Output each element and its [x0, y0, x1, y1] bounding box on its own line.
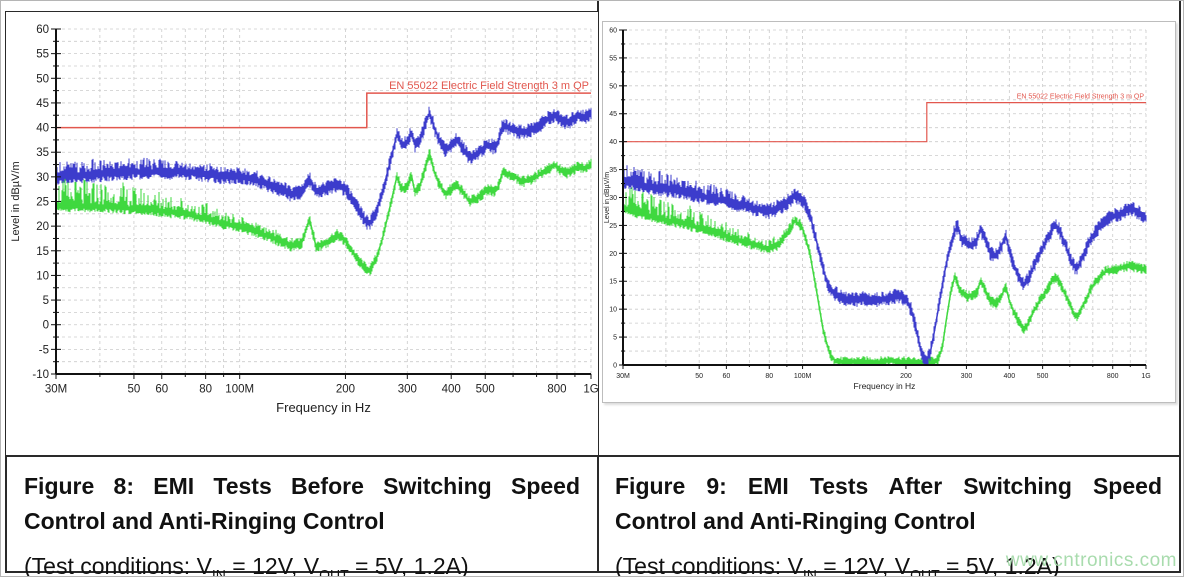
svg-text:40: 40	[609, 139, 617, 146]
svg-text:200: 200	[336, 384, 355, 396]
svg-text:800: 800	[1107, 373, 1119, 380]
svg-text:30: 30	[36, 172, 49, 184]
watermark-text: www.cntronics.com	[1005, 550, 1177, 571]
figure8-emi-chart: EN 55022 Electric Field Strength 3 m QP -…	[10, 24, 598, 415]
figure9-caption: Figure 9: EMI Tests After Switching Spee…	[599, 456, 1179, 577]
svg-text:55: 55	[609, 55, 617, 62]
svg-text:50: 50	[695, 373, 703, 380]
svg-text:400: 400	[442, 384, 461, 396]
svg-text:Level in dBµV/m: Level in dBµV/m	[10, 161, 22, 241]
svg-text:Frequency in Hz: Frequency in Hz	[276, 400, 371, 415]
svg-text:15: 15	[36, 246, 49, 258]
svg-text:0: 0	[613, 362, 617, 369]
figure8-caption-title-line2: Control and Anti-Ringing Control	[24, 508, 385, 534]
figure9-test-conditions: (Test conditions: VIN = 12V, VOUT = 5V, …	[615, 553, 1060, 577]
svg-text:300: 300	[961, 373, 973, 380]
svg-text:55: 55	[36, 49, 49, 61]
table-divider-horizontal	[5, 455, 1181, 457]
figure8-caption: Figure 8: EMI Tests Before Switching Spe…	[7, 456, 597, 577]
svg-text:EN 55022 Electric Field Streng: EN 55022 Electric Field Strength 3 m QP	[1017, 94, 1145, 101]
svg-text:1G: 1G	[1141, 373, 1150, 380]
table-border-bottom	[5, 571, 1181, 573]
svg-text:1G: 1G	[583, 384, 598, 396]
svg-text:30M: 30M	[616, 373, 630, 380]
figure8-chart-panel: EN 55022 Electric Field Strength 3 m QP -…	[6, 12, 598, 455]
svg-text:60: 60	[609, 27, 617, 34]
svg-text:EN 55022 Electric Field Streng: EN 55022 Electric Field Strength 3 m QP	[389, 80, 589, 92]
table-divider-vertical	[597, 1, 599, 573]
svg-text:80: 80	[765, 373, 773, 380]
svg-text:500: 500	[476, 384, 495, 396]
svg-text:45: 45	[36, 98, 49, 110]
svg-text:45: 45	[609, 111, 617, 118]
svg-text:800: 800	[547, 384, 566, 396]
svg-text:25: 25	[36, 197, 49, 209]
svg-text:300: 300	[398, 384, 417, 396]
svg-text:35: 35	[36, 147, 49, 159]
svg-text:40: 40	[36, 123, 49, 135]
svg-text:50: 50	[36, 73, 49, 85]
svg-text:60: 60	[155, 384, 168, 396]
svg-text:5: 5	[43, 295, 49, 307]
svg-text:-5: -5	[39, 344, 49, 356]
table-border-right	[1179, 1, 1181, 573]
figure9-caption-title-line2: Control and Anti-Ringing Control	[615, 508, 976, 534]
svg-text:50: 50	[128, 384, 141, 396]
figure8-test-conditions: (Test conditions: VIN = 12V, VOUT = 5V, …	[24, 553, 469, 577]
svg-text:10: 10	[36, 270, 49, 282]
svg-text:400: 400	[1003, 373, 1015, 380]
svg-text:30M: 30M	[45, 384, 67, 396]
svg-text:10: 10	[609, 307, 617, 314]
figure9-chart-panel: EN 55022 Electric Field Strength 3 m QP 0…	[602, 21, 1176, 403]
figure8-caption-title-line1: Figure 8: EMI Tests Before Switching Spe…	[24, 473, 580, 499]
svg-text:25: 25	[609, 223, 617, 230]
figure8-caption-title: Figure 8: EMI Tests Before Switching Spe…	[24, 469, 580, 539]
svg-text:200: 200	[900, 373, 912, 380]
svg-text:35: 35	[609, 167, 617, 174]
svg-text:60: 60	[36, 24, 49, 36]
svg-text:15: 15	[609, 279, 617, 286]
svg-text:20: 20	[36, 221, 49, 233]
figure9-emi-chart: EN 55022 Electric Field Strength 3 m QP 0…	[604, 27, 1151, 391]
svg-text:30: 30	[609, 195, 617, 202]
svg-text:Level in dBµV/m: Level in dBµV/m	[604, 172, 611, 223]
svg-text:100M: 100M	[225, 384, 254, 396]
svg-text:Frequency in Hz: Frequency in Hz	[854, 381, 916, 391]
svg-text:100M: 100M	[794, 373, 812, 380]
table-border-top-left-cell	[5, 11, 598, 12]
svg-text:500: 500	[1037, 373, 1049, 380]
svg-text:60: 60	[722, 373, 730, 380]
svg-text:0: 0	[43, 320, 49, 332]
figure9-caption-title-line1: Figure 9: EMI Tests After Switching Spee…	[615, 473, 1162, 499]
svg-text:-10: -10	[32, 369, 49, 381]
svg-text:80: 80	[199, 384, 212, 396]
svg-text:5: 5	[613, 335, 617, 342]
svg-text:50: 50	[609, 83, 617, 90]
svg-text:20: 20	[609, 251, 617, 258]
figure9-caption-title: Figure 9: EMI Tests After Switching Spee…	[615, 469, 1162, 539]
